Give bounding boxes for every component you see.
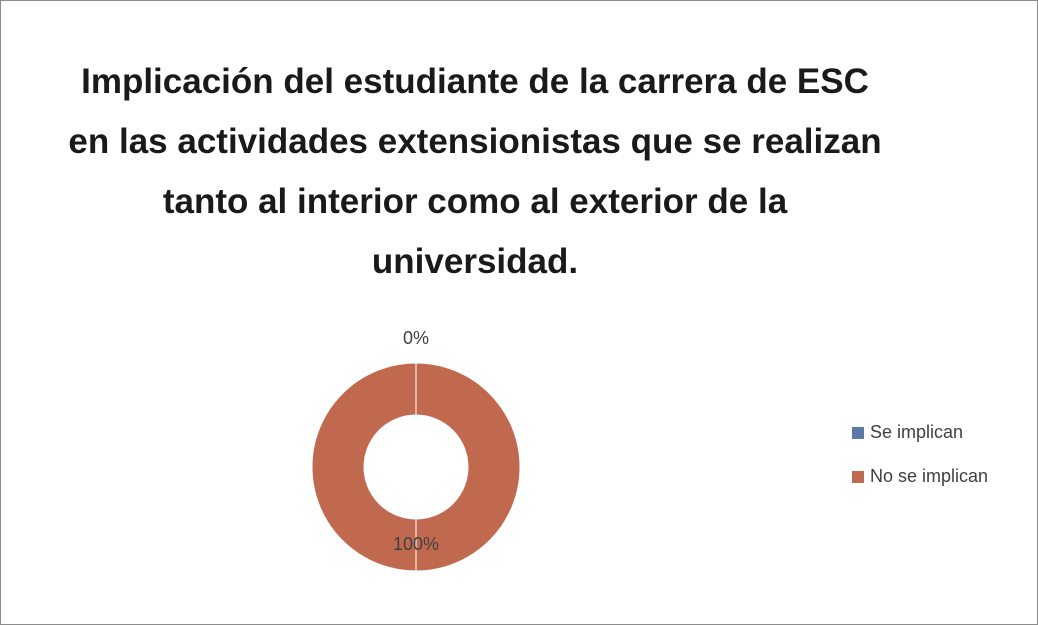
donut-segment xyxy=(311,362,521,572)
legend-swatch xyxy=(852,471,864,483)
data-label: 0% xyxy=(403,328,429,348)
legend-label: No se implican xyxy=(870,466,988,486)
chart-title: Implicación del estudiante de la carrera… xyxy=(68,62,882,281)
legend-swatch xyxy=(852,427,864,439)
data-label: 100% xyxy=(393,534,439,554)
legend-label: Se implican xyxy=(870,422,963,442)
